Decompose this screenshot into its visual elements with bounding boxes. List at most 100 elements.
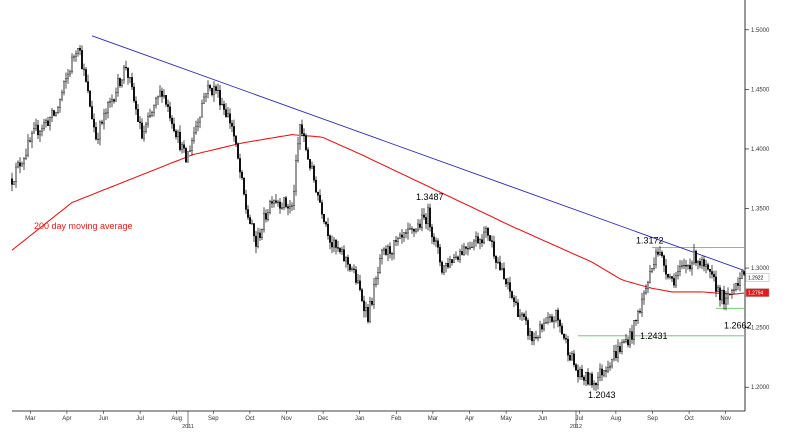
year-label: 2011 (182, 424, 194, 430)
candle-body (199, 116, 201, 123)
x-tick-label: Jul (136, 416, 144, 422)
candle-body (233, 126, 235, 137)
candle-body (69, 71, 71, 75)
candle-body (433, 236, 435, 242)
candle-body (23, 158, 25, 165)
candle-body (259, 232, 261, 239)
candle-body (375, 278, 377, 285)
candle-body (45, 120, 47, 123)
candle-body (593, 383, 595, 386)
candle-body (641, 298, 643, 313)
candle-body (605, 370, 607, 372)
candle-body (673, 278, 675, 286)
candle-body (535, 337, 537, 339)
candle-body (335, 239, 337, 248)
candle-body (209, 85, 211, 89)
candle-body (267, 212, 269, 220)
candle-body (363, 300, 365, 312)
candle-body (677, 271, 679, 276)
candle-body (581, 368, 583, 378)
candle-body (395, 240, 397, 242)
candle-body (499, 261, 501, 271)
candle-body (143, 131, 145, 139)
candle-body (183, 144, 185, 149)
candle-body (513, 297, 515, 302)
candle-body (99, 121, 101, 140)
candle-body (727, 293, 729, 299)
candle-body (149, 114, 151, 117)
candle-body (219, 89, 221, 106)
candle-body (203, 96, 205, 104)
candle-body (519, 314, 521, 317)
candle-body (289, 205, 291, 209)
candle-body (649, 271, 651, 283)
candle-body (719, 287, 721, 301)
candle-body (655, 251, 657, 265)
candle-body (731, 289, 733, 295)
candle-body (77, 48, 79, 54)
candle-body (695, 250, 697, 264)
candle-body (229, 113, 231, 124)
candle-body (637, 311, 639, 321)
candle-body (495, 256, 497, 263)
candle-body (543, 323, 545, 330)
candle-body (247, 209, 249, 218)
candle-body (105, 112, 107, 114)
x-tick-label: Dec (318, 416, 329, 422)
candle-body (483, 231, 485, 244)
candle-body (285, 197, 287, 207)
candle-body (261, 229, 263, 239)
candle-body (515, 301, 517, 303)
candle-body (409, 228, 411, 230)
y-tick-label: 1.5000 (751, 28, 770, 34)
candle-body (711, 271, 713, 275)
candle-body (469, 246, 471, 249)
candle-body (81, 50, 83, 70)
candle-body (179, 131, 181, 150)
candle-body (197, 121, 199, 127)
y-tick-label: 1.4000 (751, 147, 770, 153)
candle-body (343, 249, 345, 262)
candle-body (151, 112, 153, 116)
candle-body (627, 339, 629, 346)
price-annotation: 1.3487 (416, 192, 444, 202)
candle-body (297, 143, 299, 161)
moving-average-layer (11, 134, 745, 295)
candle-body (629, 331, 631, 346)
candle-body (293, 190, 295, 206)
candle-body (431, 226, 433, 238)
candle-body (137, 109, 139, 123)
candle-body (557, 309, 559, 321)
x-tick-label: Nov (720, 416, 731, 422)
candle-body (97, 138, 99, 140)
x-tick-label: Jun (538, 416, 548, 422)
candle-body (311, 165, 313, 169)
candle-body (125, 66, 127, 69)
candle-body (265, 213, 267, 220)
candle-body (447, 262, 449, 268)
candle-body (523, 313, 525, 317)
candle-body (27, 140, 29, 156)
candle-body (313, 165, 315, 181)
candle-body (717, 287, 719, 292)
candle-body (231, 122, 233, 127)
candle-body (507, 282, 509, 285)
candle-body (329, 235, 331, 243)
candle-body (135, 100, 137, 110)
candle-body (429, 207, 431, 228)
candle-body (485, 227, 487, 233)
candle-body (633, 320, 635, 340)
candle-body (269, 201, 271, 213)
candle-body (13, 181, 15, 185)
candle-body (421, 214, 423, 228)
candle-body (709, 269, 711, 272)
x-tick-label: Sep (208, 416, 219, 422)
candle-body (283, 197, 285, 208)
candle-body (595, 383, 597, 386)
price-badge-label: 1.2794 (748, 291, 764, 297)
moving-average-label: 200 day moving average (34, 221, 133, 231)
candle-body (659, 252, 661, 255)
candle-body (37, 124, 39, 136)
candle-body (439, 247, 441, 263)
